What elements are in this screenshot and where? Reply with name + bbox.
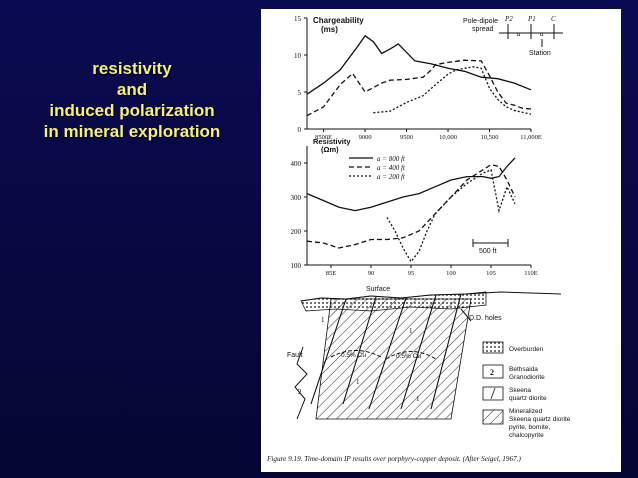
station-label: Station [529,50,551,57]
x-tick-label: 10,000 [439,134,457,141]
x-tick-label: 105 [486,270,496,277]
legend-key: 2 [490,368,494,377]
spread-label-2: spread [472,26,494,33]
resistivity-series-line [306,157,516,212]
chargeability-series-line [306,34,532,95]
legend-text: Overburden [509,346,544,353]
y-tick-label: 200 [291,228,302,236]
unit-number: 2 [298,388,302,396]
resistivity-plot: Resistivity (Ωm) 400 300 200 100 85E 90 95 100… [291,137,538,277]
mineralized-zone [315,298,472,420]
y-tick-label: 5 [298,89,302,97]
y-axis-label: Chargeability [313,16,364,25]
dd-holes-label: D.D. holes [469,315,502,322]
x-tick-label: 85E [326,270,337,277]
x-tick-label: 8500E [315,134,332,141]
legend-text: Bethsaida [509,366,538,373]
y-axis-label: Resistivity [313,137,351,146]
legend-text: pyrite, bornite, [509,424,550,431]
spacing-label: a [540,30,544,38]
fault-label: Fault [287,352,303,359]
electrode-label: P2 [504,15,513,23]
legend-text: quartz diorite [509,395,547,402]
electrode-label: P1 [527,15,536,23]
resistivity-series-line [306,164,516,249]
title-line: and [116,80,148,99]
x-tick-label: 11,000E [520,134,542,141]
y-tick-label: 300 [291,194,302,202]
granodiorite-swatch [482,364,504,379]
grade-label: 0.5% Cu [341,352,366,359]
legend-text: Granodiorite [509,374,545,381]
section-legend: Overburden 2 Bethsaida Granodiorite Skee… [482,341,571,439]
slide-title: resistivity and induced polarization in … [8,58,256,142]
title-line: induced polarization [49,101,215,120]
y-tick-label: 10 [294,52,302,60]
x-tick-label: 9500 [400,134,413,141]
figure-caption: Figure 9.19. Time-domain IP results over… [266,455,521,463]
resistivity-legend: a = 800 ft a = 400 ft a = 200 ft [349,155,406,181]
legend-entry: a = 200 ft [377,173,406,181]
legend-text: Mineralized [509,408,543,415]
spacing-label: a [517,30,521,38]
y-tick-label: 15 [294,15,302,23]
title-line: resistivity [92,59,172,78]
unit-number: 1 [416,395,420,403]
grade-label: 0.5% Cu [396,353,421,360]
spread-label: Pole-dipole [463,18,498,25]
overburden-layer [300,291,487,312]
legend-text: Skeena quartz diorite [509,416,571,423]
geologic-section: Surface D.D. holes Fault 0.5% Cu 0.5% Cu… [287,286,562,420]
x-tick-label: 9000 [359,134,372,141]
x-tick-label: 90 [368,270,375,277]
resistivity-series-line [386,168,516,263]
chargeability-series-line [373,66,532,115]
fault-line [294,346,308,420]
y-axis-unit: (ms) [321,25,338,34]
surface-line [300,291,562,302]
mineralized-swatch [482,409,504,425]
electrode-label: C [551,15,556,23]
y-tick-label: 100 [291,262,302,270]
unit-number: 1 [356,378,360,386]
legend-entry: a = 800 ft [377,155,406,163]
unit-number: 1 [321,316,325,324]
chargeability-series-line [306,59,532,117]
chargeability-plot: Chargeability (ms) 15 10 5 0 8500E 9000 9500 1… [294,15,542,141]
overburden-swatch [482,341,504,354]
x-tick-label: 110E [524,270,538,277]
legend-text: chalcopyrite [509,432,544,439]
legend-text: Skeena [509,387,531,394]
scale-label: 500 ft [479,248,497,255]
pole-dipole-spread: Pole-dipole spread P2 P1 C a a Station [463,15,563,57]
y-tick-label: 0 [298,126,302,134]
surface-label: Surface [366,286,390,293]
figure-panel: Chargeability (ms) 15 10 5 0 8500E 9000 9500 1… [261,9,621,472]
y-tick-label: 400 [291,160,302,168]
unit-number: 1 [409,327,413,335]
title-line: in mineral exploration [43,122,221,141]
x-tick-label: 100 [446,270,456,277]
scale-bar: 500 ft [472,239,509,255]
x-tick-label: 10,500 [481,134,499,141]
x-tick-label: 95 [408,270,415,277]
y-axis-unit: (Ωm) [321,145,339,154]
legend-entry: a = 400 ft [377,164,406,172]
